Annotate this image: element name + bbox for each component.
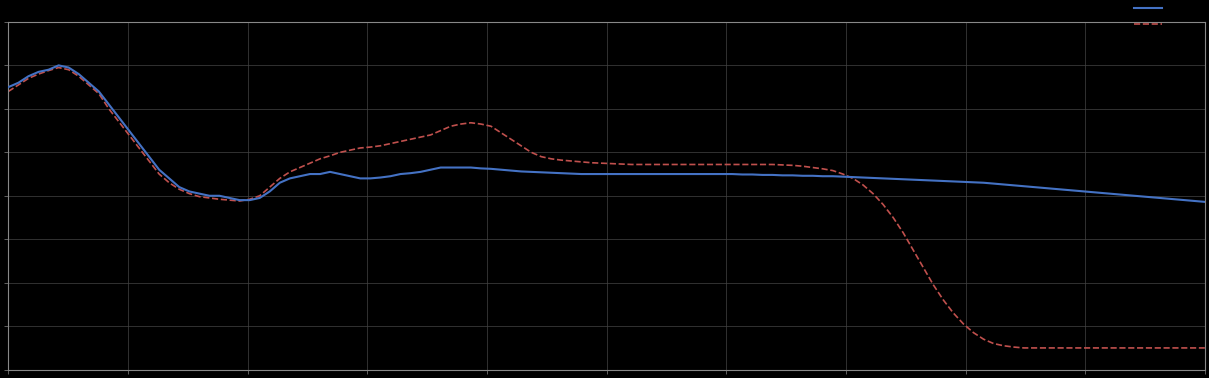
Legend: , : , <box>1129 0 1175 34</box>
